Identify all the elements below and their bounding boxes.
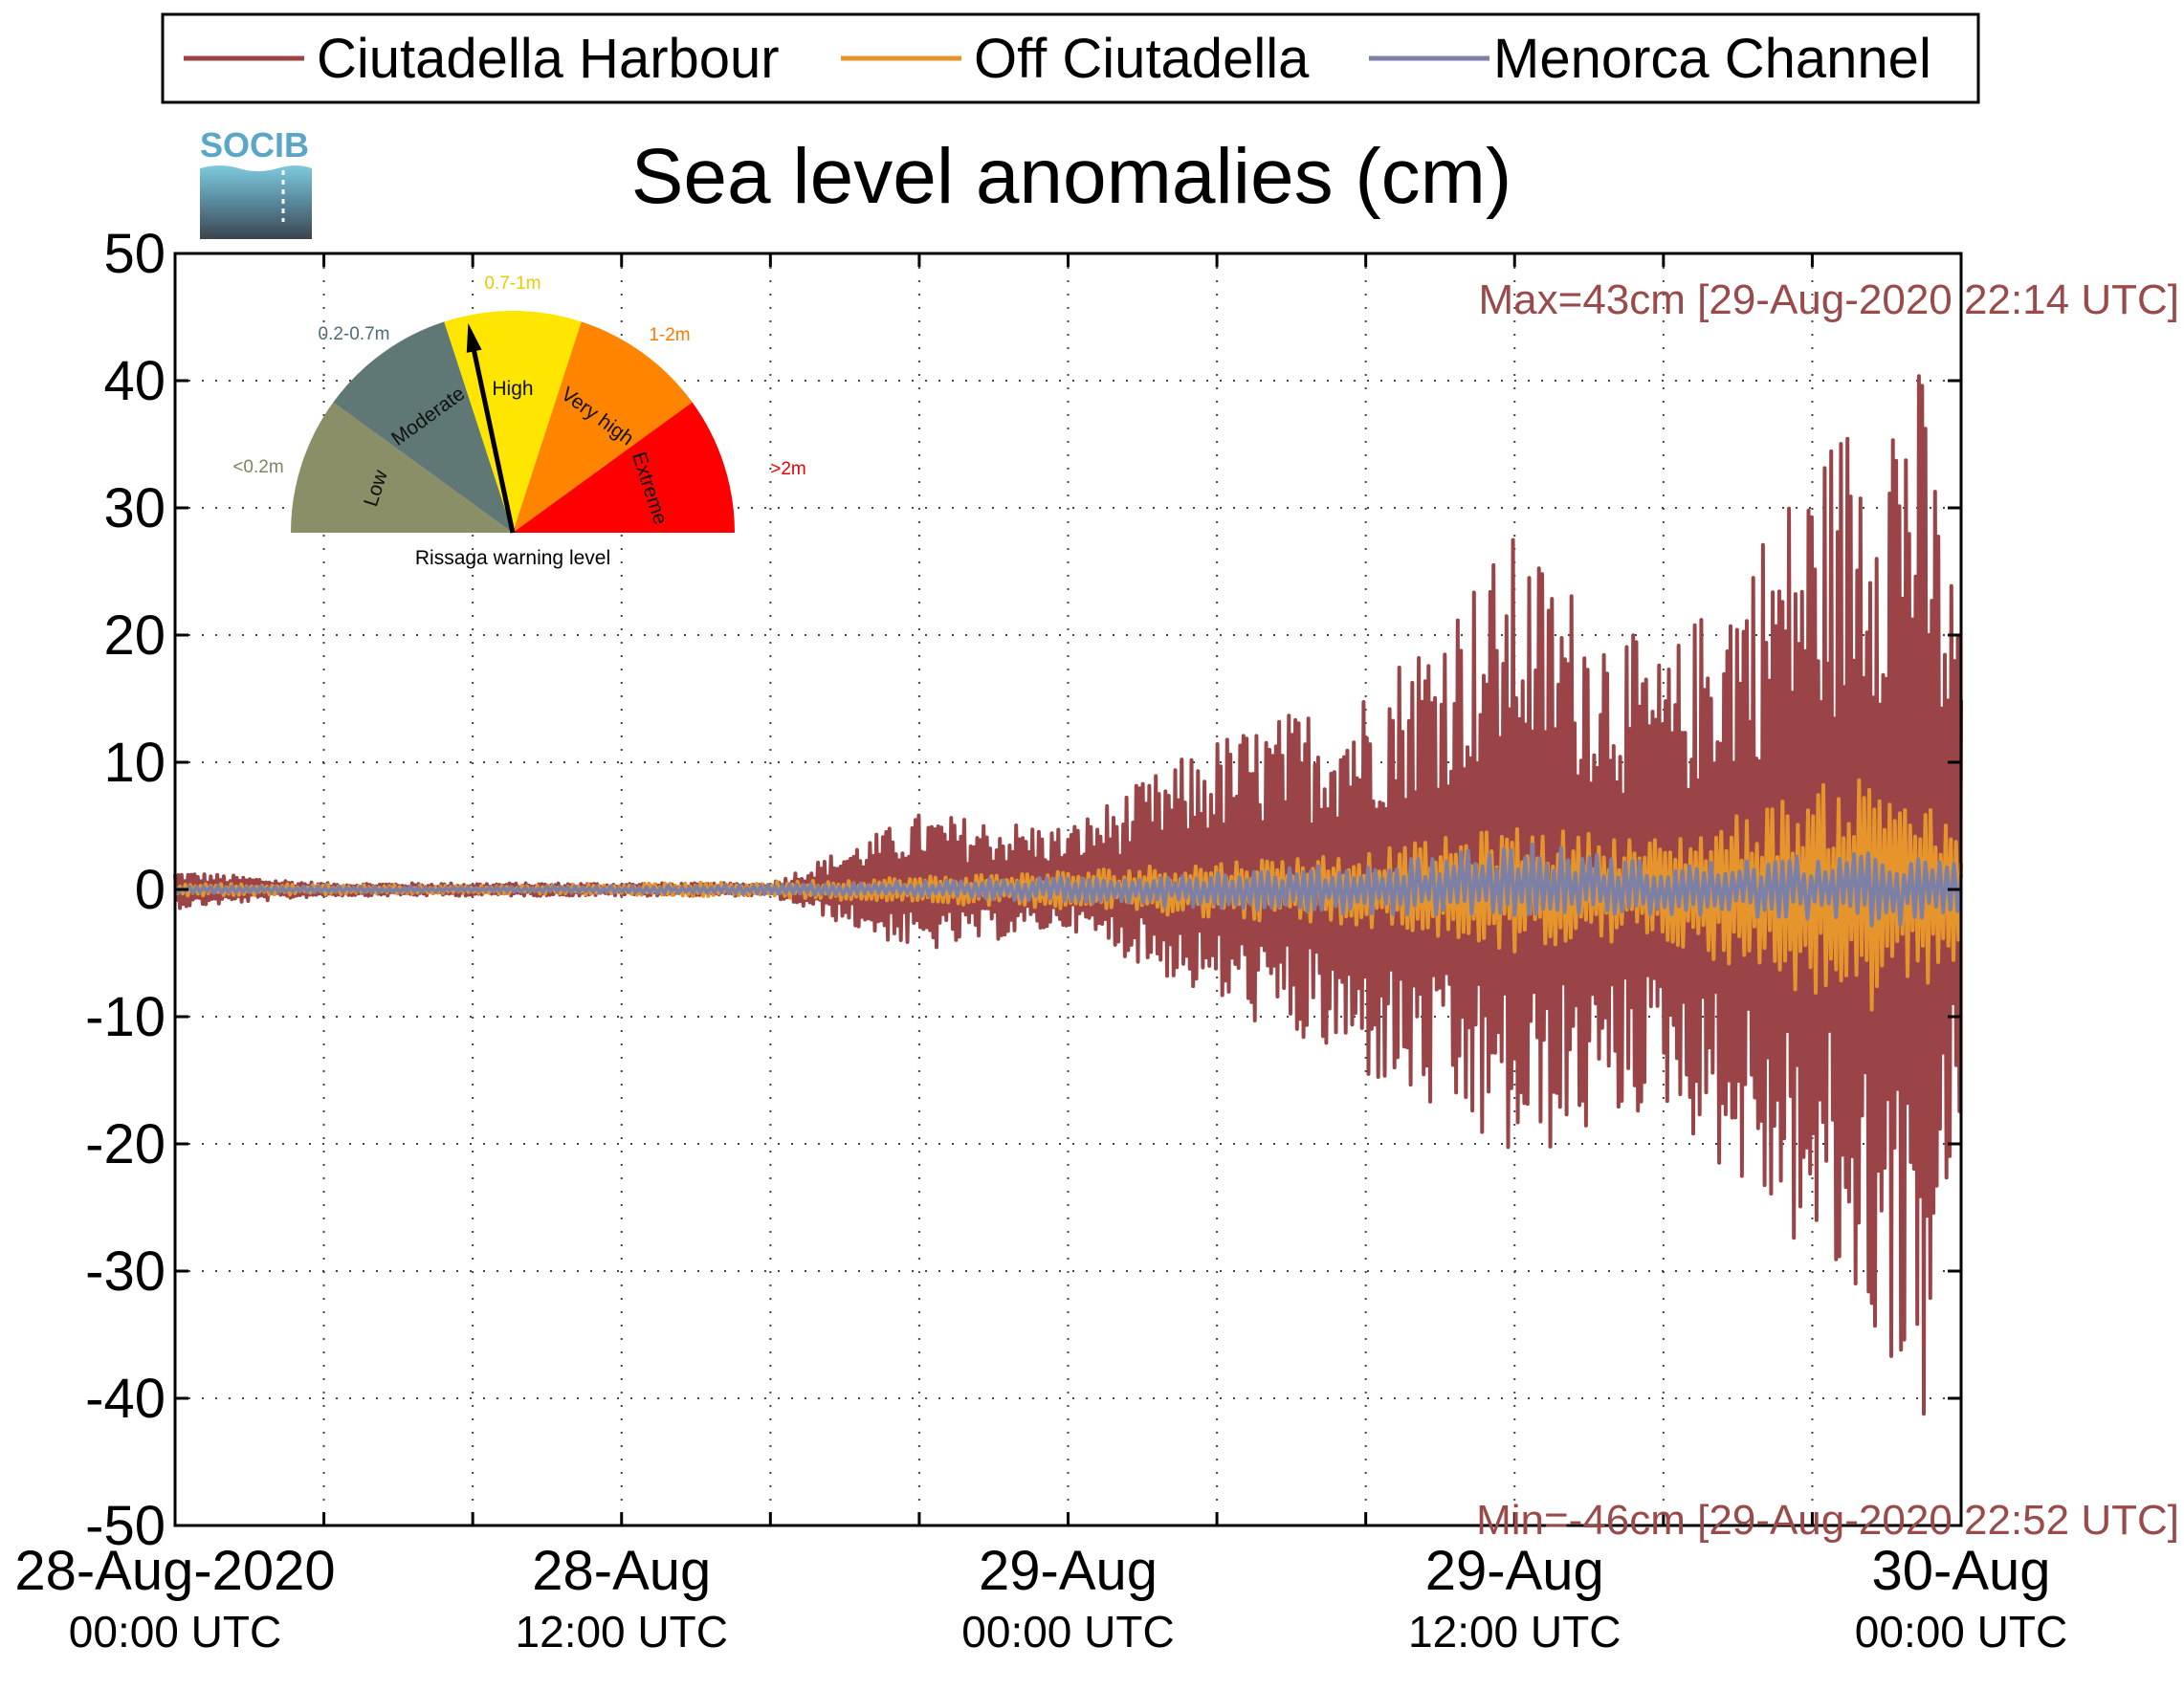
gauge-range-label: 0.7-1m	[484, 274, 540, 294]
x-tick-label-date: 28-Aug	[532, 1540, 711, 1602]
series-line-menorca-channel	[173, 843, 1963, 928]
gauge-level-name: High	[492, 378, 533, 400]
gauge-needle-arrowhead	[466, 322, 482, 353]
y-tick-label: 10	[103, 732, 165, 794]
y-tick-label: -10	[85, 986, 165, 1048]
legend-label-ciutadella-harbour: Ciutadella Harbour	[317, 28, 780, 90]
logo-text: SOCIB	[200, 125, 309, 165]
legend: Ciutadella Harbour Off Ciutadella Menorc…	[161, 12, 1980, 104]
y-tick-label: 30	[103, 477, 165, 539]
x-tick-label-date: 30-Aug	[1871, 1540, 2050, 1602]
x-tick-label-time: 12:00 UTC	[516, 1607, 728, 1657]
socib-logo: SOCIB	[200, 125, 312, 239]
legend-label-menorca-channel: Menorca Channel	[1493, 28, 1931, 90]
gauge-segment-extreme	[513, 402, 735, 533]
max-annotation: Max=43cm [29-Aug-2020 22:14 UTC]	[1479, 276, 2180, 323]
axis-ticks	[173, 252, 1963, 1527]
y-tick-label: -30	[85, 1240, 165, 1303]
x-tick-label-date: 28-Aug-2020	[14, 1540, 335, 1602]
y-tick-label: 0	[135, 859, 165, 921]
legend-label-off-ciutadella: Off Ciutadella	[974, 28, 1310, 90]
x-tick-label-time: 12:00 UTC	[1408, 1607, 1621, 1657]
y-tick-label: 40	[103, 350, 165, 412]
y-tick-label: -40	[85, 1368, 165, 1430]
x-tick-label-date: 29-Aug	[979, 1540, 1158, 1602]
y-tick-label: -50	[85, 1495, 165, 1557]
gauge-range-label: 1-2m	[649, 325, 690, 345]
gauge-needle	[468, 334, 516, 534]
series-lines	[173, 374, 1963, 1416]
y-tick-label: 20	[103, 604, 165, 667]
x-tick-label-date: 29-Aug	[1425, 1540, 1604, 1602]
y-tick-labels: 50 40 30 20 10 0 -10 -20 -30 -40 -50	[85, 223, 165, 1557]
gauge-title: Rissaga warning level	[415, 547, 610, 569]
chart-title: Sea level anomalies (cm)	[631, 133, 1512, 220]
gauge-segment-moderate	[333, 321, 513, 533]
gauge-range-label: 0.2-0.7m	[319, 324, 390, 344]
x-tick-label-time: 00:00 UTC	[961, 1607, 1174, 1657]
y-tick-label: -20	[85, 1113, 165, 1175]
x-tick-label-time: 00:00 UTC	[1855, 1607, 2067, 1657]
min-annotation: Min=-46cm [29-Aug-2020 22:52 UTC]	[1476, 1497, 2179, 1544]
gauge-segment-low	[291, 402, 513, 533]
y-tick-label: 50	[103, 223, 165, 285]
legend-box	[161, 12, 1980, 104]
gauge-range-label: >2m	[770, 459, 806, 479]
x-tick-label-time: 00:00 UTC	[69, 1607, 281, 1657]
gauge-segment-very-high	[513, 321, 693, 533]
gauge-range-label: <0.2m	[232, 457, 283, 477]
